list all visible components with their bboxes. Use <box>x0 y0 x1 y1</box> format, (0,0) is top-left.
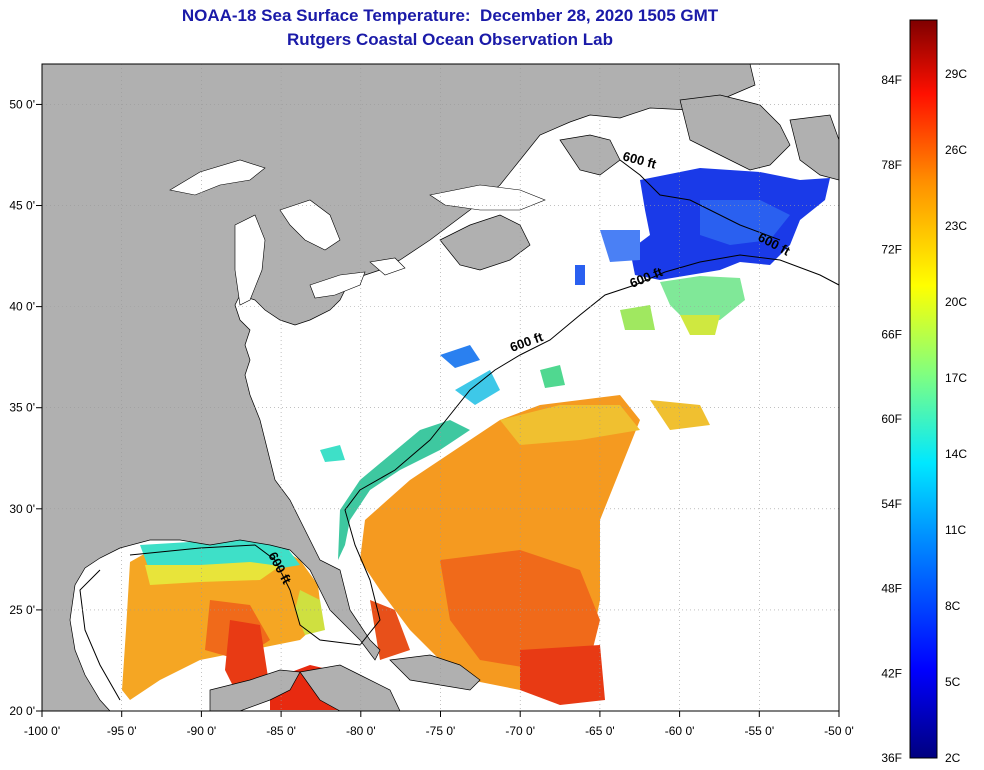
lon-tick-label: -85 0' <box>266 724 296 738</box>
colorbar-c-label: 2C <box>945 751 961 765</box>
colorbar-f-label: 84F <box>881 73 902 87</box>
colorbar <box>909 19 938 759</box>
lon-tick-label: -90 0' <box>187 724 217 738</box>
colorbar-c-label: 20C <box>945 295 967 309</box>
sst-field-gulfstream <box>338 365 710 705</box>
lat-tick-label: 20 0' <box>9 704 35 718</box>
lon-tick-label: -70 0' <box>505 724 535 738</box>
colorbar-c-label: 29C <box>945 67 967 81</box>
colorbar-f-label: 66F <box>881 327 902 341</box>
sst-field-north <box>320 168 830 462</box>
colorbar-f-label: 48F <box>881 582 902 596</box>
colorbar-f-label: 78F <box>881 158 902 172</box>
great-lakes <box>169 159 546 306</box>
lat-tick-label: 25 0' <box>9 603 35 617</box>
colorbar-c-label: 5C <box>945 675 961 689</box>
lon-tick-label: -55 0' <box>744 724 774 738</box>
colorbar-c-label: 23C <box>945 219 967 233</box>
colorbar-f-label: 60F <box>881 412 902 426</box>
contour-600ft <box>79 159 839 701</box>
map-title: NOAA-18 Sea Surface Temperature: Decembe… <box>181 6 719 25</box>
lat-tick-label: 50 0' <box>9 97 35 111</box>
lat-tick-label: 30 0' <box>9 502 35 516</box>
lon-tick-label: -65 0' <box>585 724 615 738</box>
colorbar-fahrenheit-labels: 84F 78F 72F 66F 60F 54F 48F 42F 36F <box>881 73 902 765</box>
lat-tick-label: 35 0' <box>9 401 35 415</box>
lon-tick-label: -60 0' <box>665 724 695 738</box>
land <box>42 64 839 711</box>
lat-tick-label: 40 0' <box>9 300 35 314</box>
longitude-axis: -100 0' -95 0' -90 0' -85 0' -80 0' -75 0' -70… <box>24 711 854 738</box>
colorbar-c-label: 8C <box>945 599 961 613</box>
colorbar-f-label: 54F <box>881 497 902 511</box>
colorbar-c-label: 17C <box>945 371 967 385</box>
colorbar-c-label: 14C <box>945 447 967 461</box>
lon-tick-label: -75 0' <box>426 724 456 738</box>
latitude-axis: 20 0' 25 0' 30 0' 35 0' 40 0' 45 0' 50 0' <box>9 97 42 718</box>
map-subtitle: Rutgers Coastal Ocean Observation Lab <box>287 30 613 49</box>
lon-tick-label: -80 0' <box>346 724 376 738</box>
colorbar-celsius-labels: 29C 26C 23C 20C 17C 14C 11C 8C 5C 2C <box>945 67 967 765</box>
colorbar-c-label: 26C <box>945 143 967 157</box>
lat-tick-label: 45 0' <box>9 199 35 213</box>
colorbar-f-label: 42F <box>881 666 902 680</box>
lon-tick-label: -95 0' <box>107 724 137 738</box>
colorbar-f-label: 36F <box>881 751 902 765</box>
graticule <box>42 64 839 711</box>
lon-tick-label: -100 0' <box>24 724 60 738</box>
colorbar-f-label: 72F <box>881 243 902 257</box>
colorbar-c-label: 11C <box>945 523 966 537</box>
lon-tick-label: -50 0' <box>824 724 854 738</box>
sst-field-gulf <box>122 535 390 710</box>
